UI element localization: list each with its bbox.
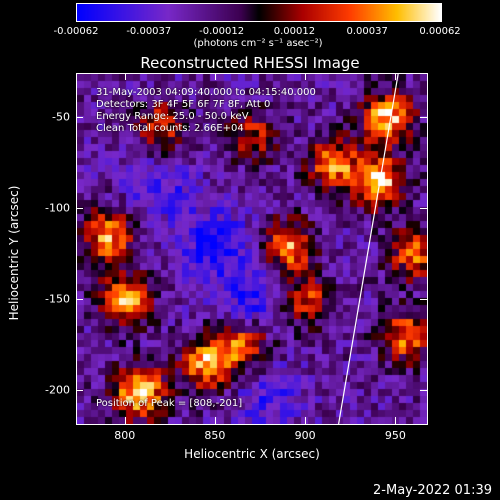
detectors-text: Detectors: 3F 4F 5F 6F 7F 8F, Att 0 <box>96 99 271 110</box>
colorbar-tick-label: -0.00037 <box>126 26 172 37</box>
y-tick-label: -50 <box>52 110 70 124</box>
x-tick-mark <box>214 73 216 80</box>
x-tick-mark <box>124 73 126 80</box>
x-tick-mark <box>124 417 126 424</box>
x-tick-mark <box>395 417 397 424</box>
solar-limb-line <box>338 74 399 424</box>
timestamp: 2-May-2022 01:39 <box>373 483 492 498</box>
peak-position-text: Position of Peak = [808,-201] <box>96 398 243 409</box>
y-tick-mark <box>76 207 83 209</box>
colorbar-tick-label: 0.00062 <box>419 26 461 37</box>
x-tick-mark <box>305 73 307 80</box>
y-tick-mark <box>420 207 427 209</box>
y-tick-mark <box>420 390 427 392</box>
y-axis-label: Heliocentric Y (arcsec) <box>7 185 21 321</box>
x-tick-label: 900 <box>294 429 316 442</box>
x-tick-label: 850 <box>204 429 226 442</box>
counts-text: Clean Total counts: 2.66E+04 <box>96 123 244 134</box>
y-tick-mark <box>76 116 83 118</box>
overlay <box>338 74 399 424</box>
x-tick-mark <box>214 417 216 424</box>
x-axis-label: Heliocentric X (arcsec) <box>184 447 320 461</box>
time-range-text: 31-May-2003 04:09:40.000 to 04:15:40.000 <box>96 87 316 98</box>
y-tick-mark <box>76 299 83 301</box>
y-tick-label: -150 <box>45 292 70 306</box>
x-tick-label: 800 <box>114 429 136 442</box>
colorbar-tick-label: -0.00012 <box>199 26 245 37</box>
x-tick-mark <box>395 73 397 80</box>
colorbar <box>76 3 442 22</box>
chart-title: Reconstructed RHESSI Image <box>140 54 360 72</box>
y-tick-label: -100 <box>45 201 70 215</box>
colorbar-tick-label: 0.00012 <box>273 26 316 37</box>
plot-area: 31-May-2003 04:09:40.000 to 04:15:40.000… <box>76 73 428 425</box>
y-tick-mark <box>420 116 427 118</box>
energy-range-text: Energy Range: 25.0 - 50.0 keV <box>96 111 249 122</box>
x-tick-label: 950 <box>384 429 406 442</box>
colorbar-unit: (photons cm⁻² s⁻¹ asec⁻²) <box>193 38 323 49</box>
y-tick-mark <box>420 299 427 301</box>
x-tick-mark <box>305 417 307 424</box>
y-tick-label: -200 <box>45 383 70 397</box>
y-tick-mark <box>76 390 83 392</box>
colorbar-tick-label: -0.00062 <box>53 26 99 37</box>
colorbar-tick-label: 0.00037 <box>346 26 388 37</box>
